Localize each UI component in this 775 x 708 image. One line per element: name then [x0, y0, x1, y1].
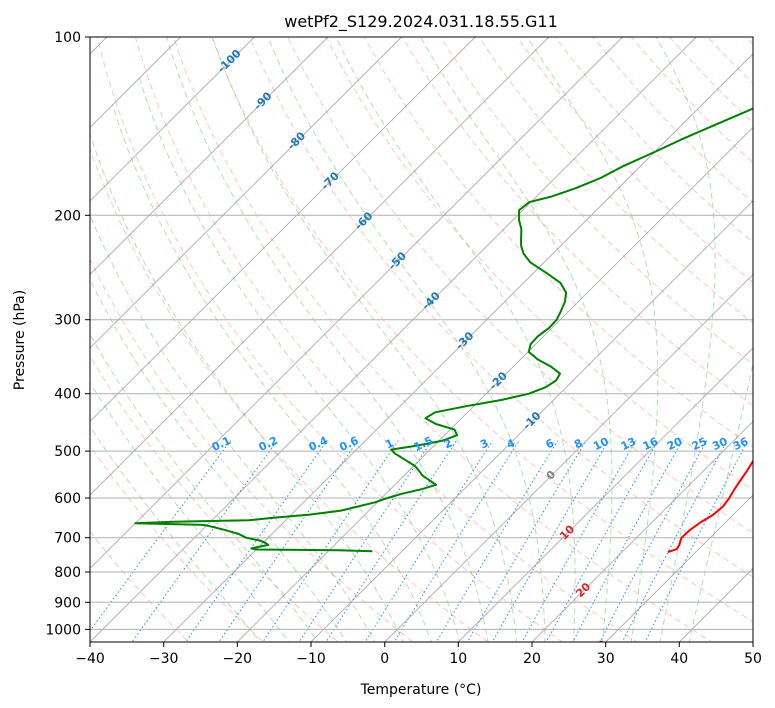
dry-adiabat-line — [249, 37, 753, 578]
mixing-ratio-line — [435, 440, 559, 642]
moist-adiabat-line — [90, 425, 261, 642]
mixing-ratio-label: 30 — [710, 435, 730, 453]
dry-adiabat-line — [173, 37, 713, 642]
mixing-ratio-line — [644, 440, 749, 642]
moist-adiabat-line — [335, 37, 576, 642]
y-axis-title: Pressure (hPa) — [12, 290, 28, 390]
dry-adiabat-line — [440, 37, 753, 365]
temperature-line — [667, 459, 753, 553]
dewpoint-line — [134, 107, 753, 553]
mixing-ratio-line — [572, 440, 683, 642]
x-tick-label: −30 — [149, 651, 179, 667]
y-axis: 100 200 300 400 500 600 700 800 900 1000 — [45, 30, 90, 638]
mixing-ratio-line — [466, 440, 587, 642]
moist-adiabat-line — [419, 37, 613, 642]
mixing-ratio-label: 13 — [619, 435, 638, 453]
y-tick-label: 600 — [54, 491, 81, 507]
mixing-ratio-label: 20 — [665, 435, 685, 453]
dry-adiabat-line — [96, 37, 564, 642]
x-tick-label: 20 — [523, 651, 541, 667]
mixing-ratio-line — [599, 440, 708, 642]
moist-adiabat-line — [267, 37, 546, 642]
plot-frame — [89, 36, 754, 643]
x-tick-label: −10 — [296, 651, 326, 667]
isotherm-line — [90, 37, 476, 423]
isotherm-line — [90, 37, 623, 570]
dry-adiabat-line — [478, 37, 753, 324]
mixing-ratio-line — [364, 440, 494, 642]
moist-adiabat-line — [90, 132, 404, 642]
isotherm-line — [605, 494, 753, 642]
dry-adiabat-line — [134, 37, 638, 642]
mixing-ratio-line — [131, 440, 278, 642]
y-tick-label: 100 — [54, 30, 81, 46]
pressure-gridlines — [90, 37, 753, 630]
x-axis-title: Temperature (°C) — [360, 682, 482, 698]
dry-adiabat-line — [90, 445, 265, 642]
dry-adiabat-line — [90, 355, 340, 642]
mixing-ratio-line — [621, 440, 728, 642]
isotherm-line — [236, 126, 753, 642]
background-lines — [90, 37, 753, 642]
moist-adiabat-line — [137, 72, 461, 642]
isotherm-line — [90, 37, 329, 276]
moist-adiabat-line — [212, 37, 518, 642]
isotherm-line — [384, 273, 753, 642]
x-tick-label: −20 — [223, 651, 253, 667]
y-tick-label: 400 — [54, 387, 81, 403]
mixing-ratio-line — [262, 440, 399, 642]
mixing-ratio-label: 25 — [690, 435, 709, 453]
isotherm-label: 30 — [589, 637, 609, 657]
y-tick-label: 700 — [54, 531, 81, 547]
y-tick-label: 1000 — [45, 622, 81, 638]
mixing-ratio-line — [325, 440, 458, 642]
moist-adiabat-line — [90, 333, 319, 642]
mixing-ratio-line — [545, 440, 659, 642]
isotherm-line — [457, 347, 753, 642]
moist-adiabat-line — [90, 213, 376, 642]
x-tick-label: 50 — [744, 651, 762, 667]
dry-adiabat-line — [287, 37, 753, 534]
moist-adiabat-line — [111, 104, 432, 642]
sounding-lines — [134, 107, 753, 553]
chart-title: wetPf2_S129.2024.031.18.55.G11 — [284, 12, 558, 32]
mixing-ratio-line — [491, 440, 610, 642]
x-tick-label: 0 — [380, 651, 389, 667]
dry-adiabat-line — [211, 37, 753, 623]
isotherm-line — [90, 37, 697, 642]
isotherm-line — [90, 37, 255, 202]
mixing-ratio-label: 36 — [731, 435, 751, 453]
x-tick-label: 30 — [597, 651, 615, 667]
mixing-ratio-label: 10 — [591, 435, 611, 453]
y-tick-label: 800 — [54, 565, 81, 581]
moist-adiabat-line — [688, 361, 753, 642]
moist-adiabat-line — [90, 278, 347, 642]
y-tick-label: 900 — [54, 595, 81, 611]
x-axis: −40 −30 −20 −10 0 10 20 30 40 50 — [75, 642, 762, 667]
y-tick-label: 500 — [54, 444, 81, 460]
dry-adiabat-line — [90, 258, 414, 642]
x-tick-label: 10 — [449, 651, 467, 667]
y-tick-label: 200 — [54, 208, 81, 224]
moist-adiabat-line — [655, 37, 716, 642]
y-tick-label: 300 — [54, 313, 81, 329]
mixing-ratio-label: 16 — [641, 435, 661, 453]
mixing-ratio-line — [521, 440, 637, 642]
isotherm-line — [90, 37, 550, 496]
x-tick-label: 40 — [670, 651, 688, 667]
isotherm-line — [310, 200, 753, 642]
isotherm-line — [90, 37, 402, 349]
x-tick-label: −40 — [75, 651, 105, 667]
isotherm-line — [531, 420, 753, 642]
isotherm-line — [163, 53, 753, 642]
